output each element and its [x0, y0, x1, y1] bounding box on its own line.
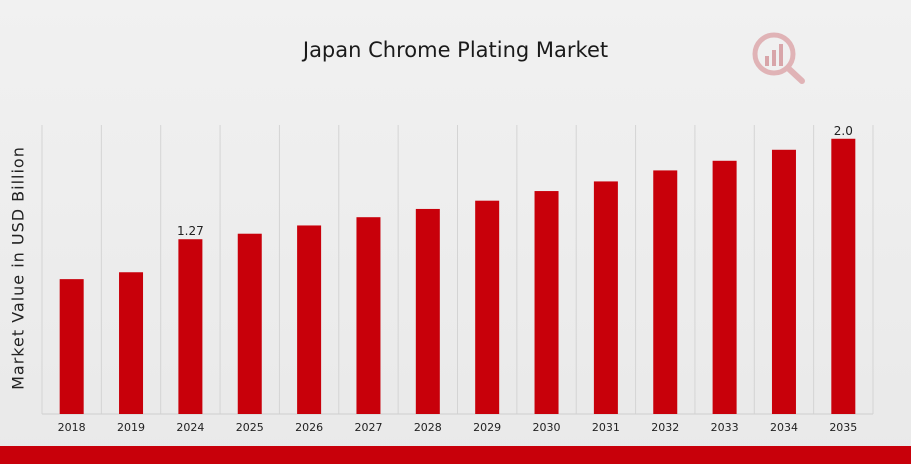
bar-2029 — [475, 200, 500, 414]
data-label-2035: 2.0 — [834, 124, 853, 138]
x-tick-label-2028: 2028 — [414, 421, 442, 434]
bar-2030 — [534, 191, 559, 414]
bar-2025 — [237, 233, 262, 414]
x-tick-label-2033: 2033 — [711, 421, 739, 434]
x-tick-label-2034: 2034 — [770, 421, 798, 434]
x-tick-label-2035: 2035 — [829, 421, 857, 434]
bar-2027 — [356, 217, 381, 414]
x-tick-label-2030: 2030 — [533, 421, 561, 434]
bar-2031 — [593, 181, 618, 414]
x-tick-label-2026: 2026 — [295, 421, 323, 434]
bottom-accent-bar — [0, 446, 911, 464]
x-tick-label-2025: 2025 — [236, 421, 264, 434]
x-tick-label-2032: 2032 — [651, 421, 679, 434]
x-tick-label-2019: 2019 — [117, 421, 145, 434]
x-tick-label-2024: 2024 — [176, 421, 204, 434]
bar-2034 — [771, 149, 796, 414]
bar-2033 — [712, 160, 737, 414]
chart-title: Japan Chrome Plating Market — [302, 38, 609, 62]
bar-2032 — [653, 170, 678, 414]
bar-2019 — [119, 272, 144, 414]
x-tick-label-2027: 2027 — [354, 421, 382, 434]
magnifier-chart-logo-icon — [752, 32, 805, 84]
bar-2035 — [831, 138, 856, 414]
data-label-2024: 1.27 — [177, 224, 204, 238]
x-tick-label-2018: 2018 — [58, 421, 86, 434]
x-tick-label-2031: 2031 — [592, 421, 620, 434]
x-tick-label-2029: 2029 — [473, 421, 501, 434]
bar-2026 — [297, 225, 322, 414]
bar-2028 — [415, 208, 440, 414]
bar-2024 — [178, 239, 203, 414]
bar-2018 — [59, 279, 84, 414]
